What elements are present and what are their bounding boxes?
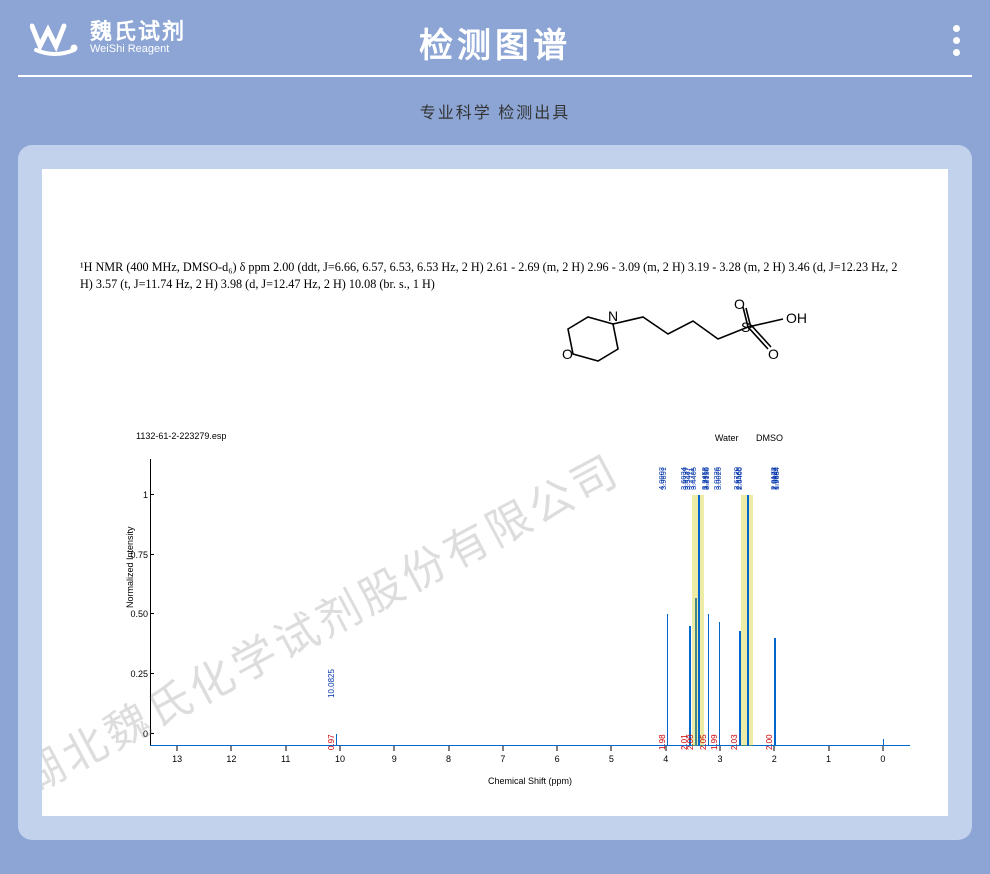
logo-text-cn: 魏氏试剂 xyxy=(90,20,186,44)
x-tick-mark xyxy=(882,746,883,751)
y-tick-mark xyxy=(150,494,154,495)
peak-label: 1.9684 xyxy=(772,467,781,490)
integral-value: 1.99 xyxy=(710,734,719,750)
x-axis: Chemical Shift (ppm) 0 1 2 3 4 5 6 7 8 9… xyxy=(150,746,910,786)
page-title: 检测图谱 xyxy=(419,18,571,67)
x-tick: 13 xyxy=(172,754,182,764)
peak-label: 3.2150 xyxy=(702,467,711,490)
x-tick-mark xyxy=(502,746,503,751)
x-tick: 3 xyxy=(717,754,722,764)
nmr-peak xyxy=(774,638,776,746)
y-axis: Normalized Intensity 0 0.25 0.50 0.75 1 xyxy=(104,459,150,746)
y-tick-mark xyxy=(150,733,154,734)
x-tick-mark xyxy=(231,746,232,751)
y-tick: 0 xyxy=(108,729,148,739)
molecule-structure: O N S O O OH xyxy=(548,299,858,389)
logo-icon xyxy=(30,18,80,58)
peak-label: 10.0825 xyxy=(327,669,336,698)
x-axis-label: Chemical Shift (ppm) xyxy=(488,776,572,786)
header-divider xyxy=(18,75,972,77)
nmr-peak xyxy=(883,739,885,746)
x-tick-mark xyxy=(394,746,395,751)
y-tick: 0.50 xyxy=(108,609,148,619)
y-axis-line xyxy=(150,459,151,746)
nmr-peak xyxy=(689,626,691,746)
file-name-label: 1132-61-2-223279.esp xyxy=(136,431,226,441)
dmso-label: DMSO xyxy=(756,433,783,443)
x-tick: 12 xyxy=(226,754,236,764)
peak-label: 3.4405 xyxy=(689,467,698,490)
nmr-description: ¹H NMR (400 MHz, DMSO-d₆) δ ppm 2.00 (dd… xyxy=(80,259,910,293)
x-tick-mark xyxy=(557,746,558,751)
y-tick-mark xyxy=(150,554,154,555)
y-tick: 0.75 xyxy=(108,550,148,560)
x-tick: 7 xyxy=(500,754,505,764)
x-tick: 6 xyxy=(555,754,560,764)
x-tick: 0 xyxy=(880,754,885,764)
x-tick-mark xyxy=(448,746,449,751)
nmr-peak xyxy=(667,614,669,746)
report-card: ¹H NMR (400 MHz, DMSO-d₆) δ ppm 2.00 (dd… xyxy=(18,145,972,840)
y-axis-label: Normalized Intensity xyxy=(125,526,135,608)
svg-text:OH: OH xyxy=(786,310,807,326)
integral-value: 2.03 xyxy=(730,734,739,750)
x-tick-mark xyxy=(720,746,721,751)
baseline xyxy=(150,745,910,746)
plot-area: Normalized Intensity 0 0.25 0.50 0.75 1 … xyxy=(150,459,910,746)
y-tick: 0.25 xyxy=(108,669,148,679)
solvent-labels: Water DMSO xyxy=(715,433,783,443)
logo-text: 魏氏试剂 WeiShi Reagent xyxy=(90,20,186,55)
x-tick: 5 xyxy=(609,754,614,764)
y-tick-mark xyxy=(150,673,154,674)
menu-button[interactable] xyxy=(953,25,960,56)
x-tick-mark xyxy=(611,746,612,751)
integral-value: 1.98 xyxy=(658,734,667,750)
peak-label: 3.0026 xyxy=(714,467,723,490)
integral-value: 2.05 xyxy=(699,734,708,750)
integral-value: 2.00 xyxy=(765,734,774,750)
x-tick-mark xyxy=(177,746,178,751)
x-tick: 11 xyxy=(281,754,290,764)
x-tick: 10 xyxy=(335,754,345,764)
integral-value: 0.97 xyxy=(327,734,336,750)
report-inner: ¹H NMR (400 MHz, DMSO-d₆) δ ppm 2.00 (dd… xyxy=(42,169,948,816)
y-tick: 1 xyxy=(108,490,148,500)
x-tick-mark xyxy=(340,746,341,751)
header: 魏氏试剂 WeiShi Reagent 检测图谱 xyxy=(0,0,990,75)
svg-text:S: S xyxy=(741,319,750,335)
x-tick-mark xyxy=(828,746,829,751)
peak-label: 3.9691 xyxy=(659,467,668,490)
nmr-peak xyxy=(698,495,700,746)
y-tick-mark xyxy=(150,613,154,614)
x-tick: 1 xyxy=(826,754,831,764)
logo-text-en: WeiShi Reagent xyxy=(90,44,186,55)
x-tick-mark xyxy=(285,746,286,751)
logo: 魏氏试剂 WeiShi Reagent xyxy=(30,18,186,58)
nmr-peak xyxy=(719,622,721,746)
x-tick: 4 xyxy=(663,754,668,764)
nmr-spectrum-chart: 1132-61-2-223279.esp Water DMSO Normaliz… xyxy=(104,439,918,786)
water-label: Water xyxy=(715,433,739,443)
nmr-peak xyxy=(708,614,710,746)
svg-text:O: O xyxy=(562,346,573,362)
integral-value: 2.00 xyxy=(686,734,695,750)
x-tick: 2 xyxy=(772,754,777,764)
x-tick: 9 xyxy=(392,754,397,764)
nmr-peak xyxy=(747,495,749,746)
svg-text:N: N xyxy=(608,308,618,324)
svg-text:O: O xyxy=(768,346,779,362)
x-tick: 8 xyxy=(446,754,451,764)
subtitle: 专业科学 检测出具 xyxy=(0,99,990,123)
svg-text:O: O xyxy=(734,299,745,312)
peak-label: 2.6400 xyxy=(735,467,744,490)
